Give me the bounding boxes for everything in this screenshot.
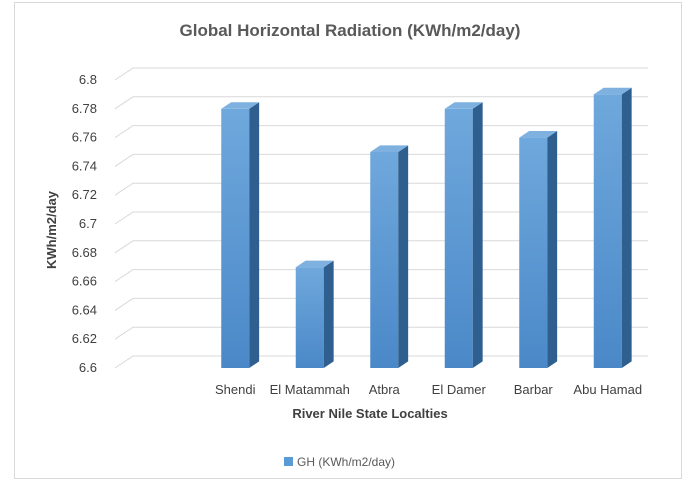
y-tick-label: 6.62 bbox=[72, 331, 97, 346]
bar-top bbox=[519, 131, 558, 138]
gridline bbox=[114, 67, 648, 81]
y-tick-label: 6.6 bbox=[79, 360, 97, 375]
x-axis-title: River Nile State Localties bbox=[292, 406, 447, 421]
bar-top bbox=[295, 260, 334, 268]
x-category-label: Abu Hamad bbox=[573, 382, 642, 397]
bar-front bbox=[370, 152, 399, 368]
y-axis-ticks: 6.6 6.62 6.64 6.66 6.68 6.7 6.72 6.74 6.76 6.78 6.… bbox=[72, 72, 97, 375]
bar-side bbox=[621, 87, 632, 369]
bar-front bbox=[444, 108, 473, 369]
y-axis-title: KWh/m2/day bbox=[44, 190, 59, 269]
bar bbox=[295, 260, 334, 368]
y-tick-label: 6.76 bbox=[72, 130, 97, 145]
bars bbox=[221, 87, 632, 369]
x-category-label: Atbra bbox=[369, 382, 401, 397]
bar-side bbox=[323, 260, 334, 368]
x-category-label: El Matammah bbox=[270, 382, 350, 397]
bar bbox=[444, 102, 483, 369]
bar bbox=[593, 87, 632, 369]
bar-side bbox=[398, 145, 409, 368]
y-tick-label: 6.8 bbox=[79, 72, 97, 87]
bar-top bbox=[593, 87, 632, 95]
bar-front bbox=[221, 108, 250, 369]
bar bbox=[370, 145, 409, 368]
bar-front bbox=[295, 267, 324, 368]
x-category-label: El Damer bbox=[432, 382, 487, 397]
y-tick-label: 6.68 bbox=[72, 245, 97, 260]
gridline bbox=[114, 125, 648, 139]
bar-front bbox=[593, 94, 622, 369]
y-tick-label: 6.78 bbox=[72, 101, 97, 116]
x-axis-categories: Shendi El Matammah Atbra El Damer Barbar Abu … bbox=[215, 382, 642, 397]
y-tick-label: 6.64 bbox=[72, 302, 97, 317]
bar-front bbox=[519, 137, 548, 368]
gridline bbox=[114, 96, 648, 110]
bar-side bbox=[249, 102, 260, 368]
y-tick-label: 6.72 bbox=[72, 187, 97, 202]
bar bbox=[221, 102, 260, 369]
y-tick-label: 6.7 bbox=[79, 216, 97, 231]
y-tick-label: 6.74 bbox=[72, 158, 97, 173]
bar bbox=[519, 131, 558, 368]
legend-swatch bbox=[284, 457, 293, 466]
legend-label: GH (KWh/m2/day) bbox=[297, 455, 395, 469]
bar-top bbox=[444, 102, 483, 109]
bar-side bbox=[472, 102, 483, 368]
bar-side bbox=[547, 131, 558, 368]
x-category-label: Shendi bbox=[215, 382, 256, 397]
bar-top bbox=[370, 145, 409, 152]
chart-title: Global Horizontal Radiation (KWh/m2/day) bbox=[180, 21, 521, 40]
y-tick-label: 6.66 bbox=[72, 274, 97, 289]
legend: GH (KWh/m2/day) bbox=[284, 455, 395, 469]
bar-top bbox=[221, 102, 260, 109]
x-category-label: Barbar bbox=[514, 382, 554, 397]
